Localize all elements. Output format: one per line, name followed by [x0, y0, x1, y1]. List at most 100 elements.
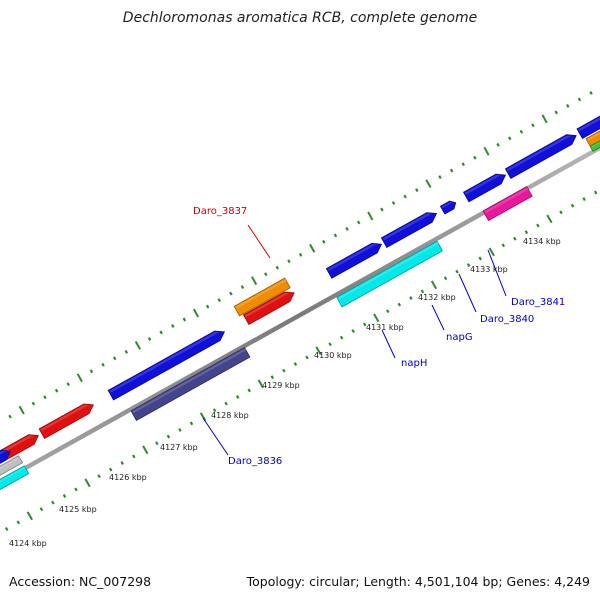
ruler-minor-tick — [461, 162, 465, 167]
gene-feature-red — [0, 434, 40, 464]
gene-feature-blue — [462, 173, 507, 203]
ruler-minor-tick — [362, 322, 367, 327]
ruler-minor-tick — [217, 298, 221, 303]
ruler-minor-tick — [333, 233, 338, 238]
ruler-major-tick — [134, 341, 141, 350]
ruler-minor-tick — [386, 309, 390, 314]
inner-tick-ruler — [4, 190, 598, 531]
tick-label: 4134 kbp — [523, 237, 561, 246]
ruler-minor-tick — [513, 236, 517, 241]
ruler-minor-tick — [8, 414, 12, 419]
tick-label: 4131 kbp — [366, 323, 404, 332]
ruler-major-tick — [26, 511, 33, 521]
ruler-minor-tick — [298, 252, 303, 257]
ruler-minor-tick — [577, 97, 582, 102]
ruler-minor-tick — [420, 289, 425, 294]
gene-highlight — [0, 456, 20, 469]
ruler-major-tick — [251, 276, 258, 286]
tick-label: 4130 kbp — [314, 351, 352, 360]
ruler-major-tick — [257, 379, 264, 389]
gene-highlight — [382, 213, 432, 241]
gene-highlight — [591, 141, 600, 148]
ruler-minor-tick — [345, 226, 349, 231]
ruler-minor-tick — [449, 168, 454, 173]
ruler-minor-tick — [120, 461, 124, 465]
ruler-minor-tick — [455, 269, 459, 274]
ruler-minor-tick — [293, 362, 298, 366]
ruler-minor-tick — [496, 142, 500, 147]
ruler-minor-tick — [566, 103, 570, 108]
ruler-minor-tick — [519, 129, 524, 134]
gene-feature-orange — [233, 277, 291, 317]
ruler-minor-tick — [536, 223, 540, 228]
tick-label: 4126 kbp — [109, 473, 147, 482]
ruler-major-tick — [76, 373, 83, 383]
ruler-minor-tick — [39, 507, 44, 512]
gene-feature-blue — [0, 449, 12, 464]
gene-feature-slate — [130, 346, 251, 421]
ruler-minor-tick — [112, 356, 117, 361]
ruler-minor-tick — [16, 520, 21, 525]
ruler-major-tick — [541, 114, 548, 124]
gene-label-callouts: Daro_3837 Daro_3836 napH napG Daro_3840 Daro_… — [193, 206, 565, 467]
ruler-minor-tick — [247, 388, 251, 393]
gene-highlight — [0, 451, 6, 455]
gene-feature-blue — [380, 212, 438, 249]
ruler-major-tick — [309, 243, 316, 253]
ruler-major-tick — [315, 346, 322, 356]
ruler-minor-tick — [380, 207, 384, 212]
callout-leader-line — [458, 273, 477, 313]
ruler-minor-tick — [305, 355, 309, 360]
tick-label: 4128 kbp — [211, 411, 249, 420]
ruler-minor-tick — [166, 434, 171, 439]
ruler-minor-tick — [229, 291, 233, 296]
ruler-minor-tick — [287, 259, 291, 264]
tick-label: 4133 kbp — [470, 265, 508, 274]
ruler-minor-tick — [339, 335, 344, 340]
map-title: Dechloromonas aromatica RCB, complete ge… — [122, 10, 478, 26]
ruler-minor-tick — [132, 454, 136, 459]
ruler-major-tick — [425, 179, 432, 188]
gene-highlight — [244, 292, 290, 318]
gene-feature-gray — [0, 455, 24, 476]
ruler-minor-tick — [224, 401, 228, 406]
ruler-major-tick — [546, 214, 553, 224]
gene-highlight — [40, 404, 89, 432]
tick-label: 4132 kbp — [418, 293, 456, 302]
ruler-minor-tick — [31, 401, 36, 406]
ruler-major-tick — [84, 478, 91, 488]
ruler-minor-tick — [397, 302, 402, 307]
ruler-minor-tick — [66, 382, 70, 387]
tick-label: 4127 kbp — [160, 443, 198, 452]
ruler-minor-tick — [97, 474, 101, 479]
gene-label: Daro_3841 — [511, 297, 565, 308]
gene-highlight — [464, 175, 501, 195]
ruler-minor-tick — [351, 329, 355, 333]
gene-label: Daro_3837 — [193, 206, 247, 217]
tick-label: 4129 kbp — [262, 381, 300, 390]
ruler-major-tick — [192, 308, 200, 318]
gene-highlight — [0, 466, 26, 483]
gene-feature-blue — [439, 200, 457, 215]
ruler-minor-tick — [570, 203, 575, 208]
gene-label: Daro_3836 — [228, 456, 282, 467]
ruler-minor-tick — [322, 239, 326, 244]
gene-highlight — [132, 348, 247, 414]
ruler-minor-tick — [89, 369, 94, 374]
ruler-minor-tick — [178, 428, 182, 432]
ruler-minor-tick — [182, 317, 187, 322]
gene-label: Daro_3840 — [480, 314, 534, 325]
ruler-major-tick — [18, 405, 25, 415]
callout-leader-line — [431, 304, 445, 331]
ruler-minor-tick — [159, 330, 163, 335]
gene-feature-blue — [576, 115, 600, 140]
tick-label: 4124 kbp — [9, 539, 47, 548]
ruler-minor-tick — [328, 342, 332, 347]
ruler-major-tick — [483, 146, 490, 156]
gene-highlight — [338, 242, 439, 300]
ruler-minor-tick — [155, 441, 159, 446]
callout-leader-line — [247, 224, 271, 259]
ruler-minor-tick — [403, 194, 407, 199]
ruler-minor-tick — [124, 349, 129, 354]
